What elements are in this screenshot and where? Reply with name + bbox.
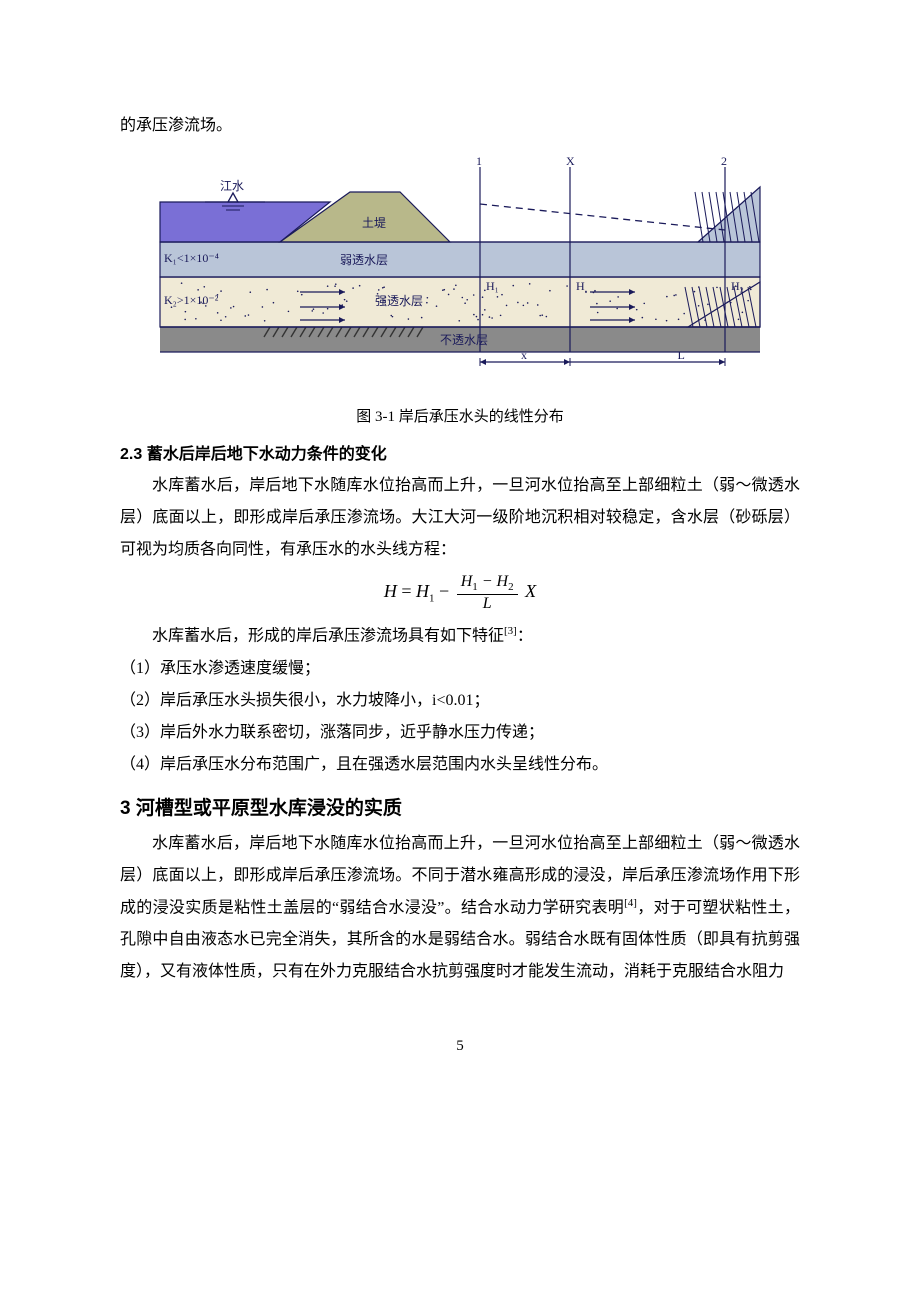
formula-fraction: H1 − H2 L	[457, 574, 518, 612]
page-number: 5	[120, 1038, 800, 1055]
svg-text:L: L	[678, 348, 685, 362]
svg-text:x: x	[521, 348, 527, 362]
formula-H1: H1	[416, 581, 435, 601]
ref-4: [4]	[624, 897, 637, 909]
list-item: （2）岸后承压水头损失很小，水力坡降小，i<0.01；	[120, 685, 800, 717]
figure-caption: 图 3-1 岸后承压水头的线性分布	[120, 405, 800, 426]
svg-text:K₁<1×10⁻⁴: K₁<1×10⁻⁴	[164, 251, 219, 265]
page: 的承压渗流场。 1 X 2 x L 江水土堤弱透水层强透水层不透水层 K₁<1×10⁻⁴ K₂…	[0, 0, 920, 1115]
svg-text:强透水层: 强透水层	[375, 294, 423, 308]
svg-text:K₂>1×10⁻²: K₂>1×10⁻²	[164, 293, 219, 307]
svg-text:不透水层: 不透水层	[440, 333, 488, 347]
list-item: （3）岸后外水力联系密切，涨落同步，近乎静水压力传递；	[120, 717, 800, 749]
para-2-3b: 水库蓄水后，形成的岸后承压渗流场具有如下特征[3]：	[120, 620, 800, 652]
para-2-3: 水库蓄水后，岸后地下水随库水位抬高而上升，一旦河水位抬高至上部细粒土（弱～微透水…	[120, 470, 800, 566]
para-3: 水库蓄水后，岸后地下水随库水位抬高而上升，一旦河水位抬高至上部细粒土（弱～微透水…	[120, 828, 800, 988]
svg-text:H: H	[576, 279, 585, 293]
svg-text:1: 1	[476, 154, 482, 168]
formula-X: X	[525, 581, 536, 601]
svg-text:H₁: H₁	[486, 279, 499, 293]
list-item: （4）岸后承压水分布范围广，且在强透水层范围内水头呈线性分布。	[120, 749, 800, 781]
diagram-svg: 1 X 2 x L 江水土堤弱透水层强透水层不透水层 K₁<1×10⁻⁴ K₂>1×10⁻² H…	[150, 152, 770, 382]
formula-head-line: H = H1 − H1 − H2 L X	[120, 574, 800, 612]
heading-2-3: 2.3 蓄水后岸后地下水动力条件的变化	[120, 440, 800, 464]
intro-line: 的承压渗流场。	[120, 110, 800, 142]
formula-H: H	[384, 581, 397, 601]
heading-3: 3 河槽型或平原型水库浸没的实质	[120, 793, 800, 820]
svg-text:2: 2	[721, 154, 727, 168]
svg-text:土堤: 土堤	[362, 216, 386, 230]
svg-text:江水: 江水	[220, 179, 244, 193]
ref-3: [3]	[504, 625, 517, 637]
svg-text:H₂: H₂	[731, 279, 744, 293]
list-item: （1）承压水渗透速度缓慢；	[120, 653, 800, 685]
svg-text:弱透水层: 弱透水层	[340, 253, 388, 267]
figure-3-1: 1 X 2 x L 江水土堤弱透水层强透水层不透水层 K₁<1×10⁻⁴ K₂>1×10⁻² H…	[150, 152, 770, 387]
svg-text:X: X	[566, 154, 575, 168]
